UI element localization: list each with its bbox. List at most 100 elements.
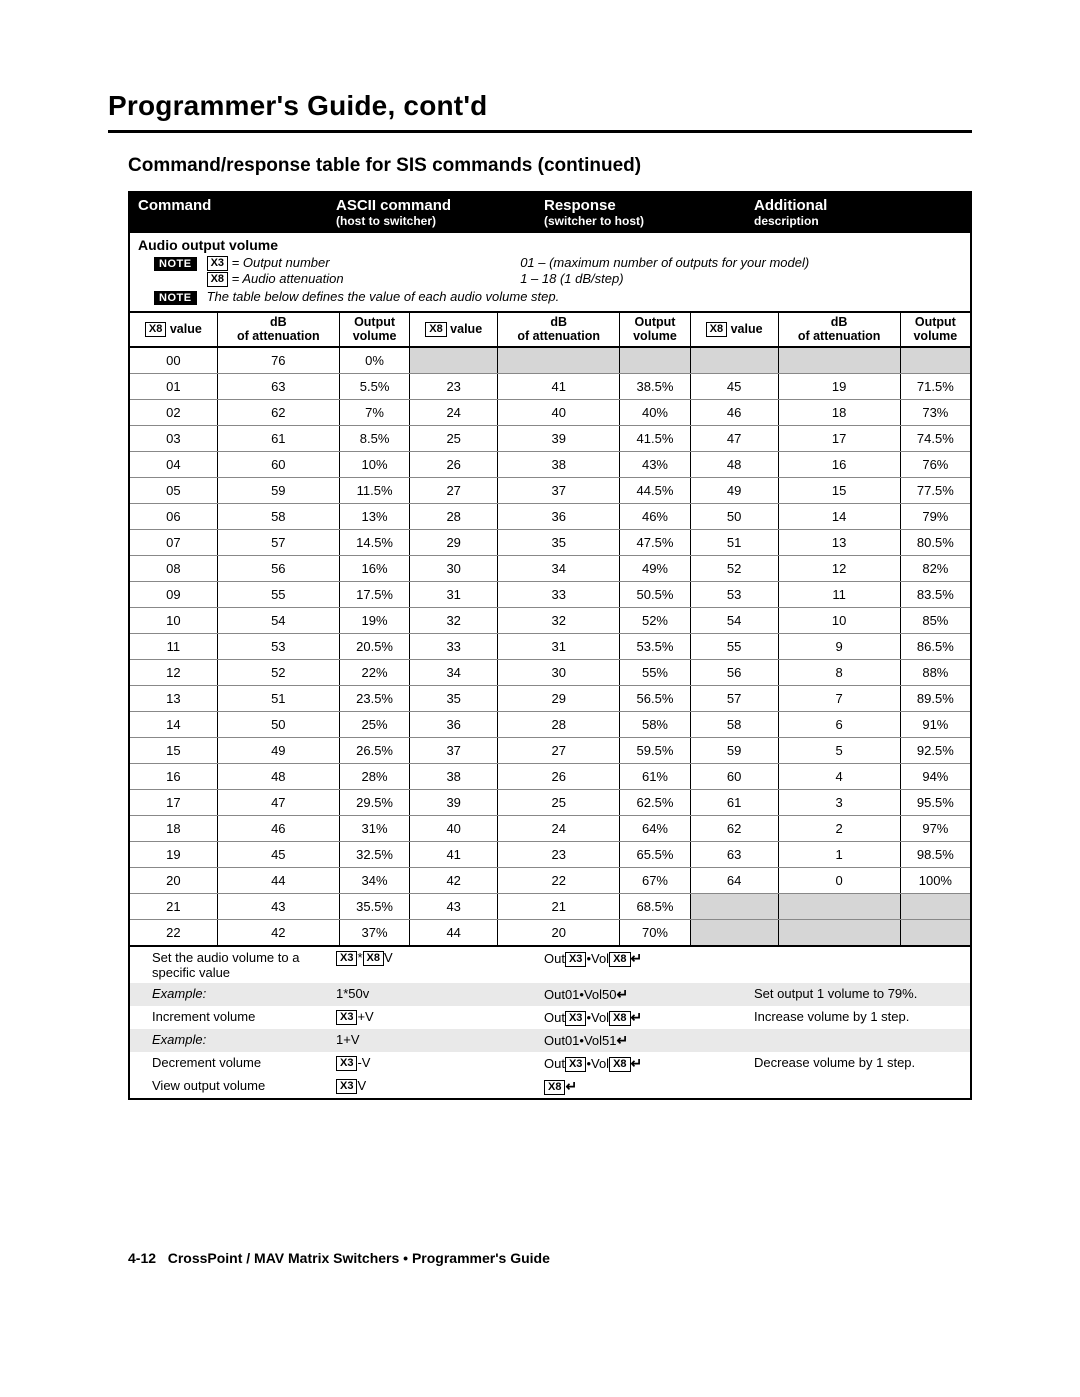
table-cell: 41 <box>498 373 620 399</box>
table-cell: 13% <box>339 503 409 529</box>
command-row: Example:1+VOut01•Vol51 <box>130 1029 970 1052</box>
table-cell: 59.5% <box>620 737 690 763</box>
table-cell: 53.5% <box>620 633 690 659</box>
description: Increase volume by 1 step. <box>746 1006 970 1029</box>
description <box>746 947 970 983</box>
table-cell: 17 <box>778 425 900 451</box>
table-row: 194532.5%412365.5%63198.5% <box>130 841 970 867</box>
table-cell: 92.5% <box>900 737 970 763</box>
command-name: Increment volume <box>130 1006 328 1029</box>
table-cell: 09 <box>130 581 217 607</box>
table-cell: 55 <box>217 581 339 607</box>
header-ascii-label: ASCII command <box>336 197 451 214</box>
table-cell: 26 <box>410 451 498 477</box>
table-cell: 62.5% <box>620 789 690 815</box>
table-cell: 15 <box>778 477 900 503</box>
col-x8value: X8 value <box>690 312 778 347</box>
header-additional-sub: description <box>754 214 962 228</box>
table-cell: 03 <box>130 425 217 451</box>
header-response: Response (switcher to host) <box>536 193 746 233</box>
table-cell: 33 <box>498 581 620 607</box>
table-row: 174729.5%392562.5%61395.5% <box>130 789 970 815</box>
table-cell: 59 <box>690 737 778 763</box>
table-cell: 1 <box>778 841 900 867</box>
table-cell: 11 <box>778 581 900 607</box>
command-row: Set the audio volume to a specific value… <box>130 947 970 983</box>
x8-box: X8 <box>207 272 228 287</box>
table-cell: 26 <box>498 763 620 789</box>
table-cell: 14.5% <box>339 529 409 555</box>
table-cell: 64% <box>620 815 690 841</box>
table-cell: 12 <box>130 659 217 685</box>
col-db: dBof attenuation <box>498 312 620 347</box>
table-cell: 26.5% <box>339 737 409 763</box>
table-cell: 23.5% <box>339 685 409 711</box>
table-row: 204434%422267%640100% <box>130 867 970 893</box>
table-cell: 30 <box>498 659 620 685</box>
table-cell: 4 <box>778 763 900 789</box>
note-badge-2: NOTE <box>154 291 197 305</box>
table-cell: 45 <box>217 841 339 867</box>
table-cell: 85% <box>900 607 970 633</box>
table-cell: 63 <box>690 841 778 867</box>
table-cell: 51 <box>217 685 339 711</box>
table-cell: 37 <box>410 737 498 763</box>
table-row: 085616%303449%521282% <box>130 555 970 581</box>
table-cell: 54 <box>217 607 339 633</box>
table-cell: 39 <box>410 789 498 815</box>
ascii-command: X3V <box>328 1075 536 1098</box>
table-cell: 2 <box>778 815 900 841</box>
table-row: 184631%402464%62297% <box>130 815 970 841</box>
table-cell: 94% <box>900 763 970 789</box>
col-x8value: X8 value <box>130 312 217 347</box>
table-cell: 04 <box>130 451 217 477</box>
table-cell: 100% <box>900 867 970 893</box>
table-cell: 61 <box>217 425 339 451</box>
table-cell: 65.5% <box>620 841 690 867</box>
table-row: 154926.5%372759.5%59592.5% <box>130 737 970 763</box>
table-cell: 47 <box>217 789 339 815</box>
table-cell <box>900 919 970 946</box>
header-response-label: Response <box>544 197 616 214</box>
table-cell: 70% <box>620 919 690 946</box>
col-output: Outputvolume <box>900 312 970 347</box>
table-cell: 58 <box>217 503 339 529</box>
table-cell: 32 <box>498 607 620 633</box>
table-cell: 22% <box>339 659 409 685</box>
table-row: 046010%263843%481676% <box>130 451 970 477</box>
command-name: Set the audio volume to a specific value <box>130 947 328 983</box>
table-cell: 49 <box>217 737 339 763</box>
table-cell <box>690 893 778 919</box>
table-cell: 05 <box>130 477 217 503</box>
ascii-command: 1*50v <box>328 983 536 1006</box>
table-cell: 31 <box>410 581 498 607</box>
footer-text: CrossPoint / MAV Matrix Switchers • Prog… <box>168 1250 550 1266</box>
table-cell: 60 <box>217 451 339 477</box>
table-cell: 14 <box>130 711 217 737</box>
table-cell: 19 <box>130 841 217 867</box>
table-cell: 91% <box>900 711 970 737</box>
table-cell: 56.5% <box>620 685 690 711</box>
page-title: Programmer's Guide, cont'd <box>108 90 972 122</box>
table-cell: 01 <box>130 373 217 399</box>
command-name: View output volume <box>130 1075 328 1098</box>
table-cell: 89.5% <box>900 685 970 711</box>
table-cell: 59 <box>217 477 339 503</box>
table-cell: 77.5% <box>900 477 970 503</box>
table-cell: 3 <box>778 789 900 815</box>
table-cell <box>690 347 778 374</box>
table-cell: 58 <box>690 711 778 737</box>
table-cell: 35.5% <box>339 893 409 919</box>
table-cell <box>410 347 498 374</box>
table-cell: 34 <box>410 659 498 685</box>
table-cell: 27 <box>498 737 620 763</box>
command-name: Decrement volume <box>130 1052 328 1075</box>
page: Programmer's Guide, cont'd Command/respo… <box>0 0 1080 1306</box>
table-cell: 35 <box>410 685 498 711</box>
table-cell: 45 <box>690 373 778 399</box>
table-cell: 53 <box>217 633 339 659</box>
table-cell: 0% <box>339 347 409 374</box>
table-cell: 83.5% <box>900 581 970 607</box>
table-row: 065813%283646%501479% <box>130 503 970 529</box>
ascii-command: 1+V <box>328 1029 536 1052</box>
